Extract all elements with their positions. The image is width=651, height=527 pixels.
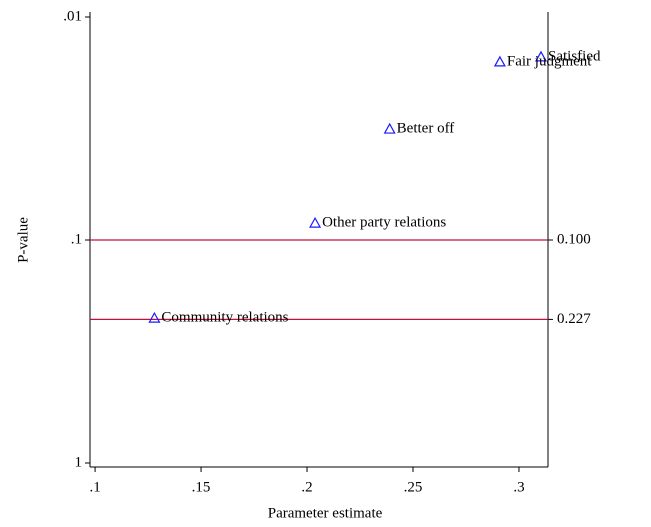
point [148, 311, 161, 323]
point [493, 55, 506, 67]
x-tick-label: .1 [89, 479, 100, 495]
point-label: Other party relations [322, 215, 446, 231]
point-label: Satisfied [548, 48, 601, 64]
y2-tick-label: 0.227 [557, 311, 591, 327]
x-axis-title: Parameter estimate [268, 505, 383, 521]
x-tick-label: .3 [513, 479, 524, 495]
point-label: Better off [397, 120, 455, 136]
point-label: Fair judgment [507, 53, 592, 69]
y-tick-label: 1 [75, 454, 83, 470]
y2-tick-label: 0.100 [557, 231, 591, 247]
y-axis-title: P-value [15, 217, 31, 263]
point [309, 216, 322, 228]
point [383, 122, 396, 134]
y-tick-label: .1 [71, 231, 82, 247]
x-tick-label: .25 [404, 479, 423, 495]
point [534, 50, 548, 62]
x-tick-label: .2 [301, 479, 312, 495]
x-tick-label: .15 [192, 479, 211, 495]
point-label: Community relations [161, 310, 288, 326]
y-tick-label: .01 [63, 8, 82, 24]
